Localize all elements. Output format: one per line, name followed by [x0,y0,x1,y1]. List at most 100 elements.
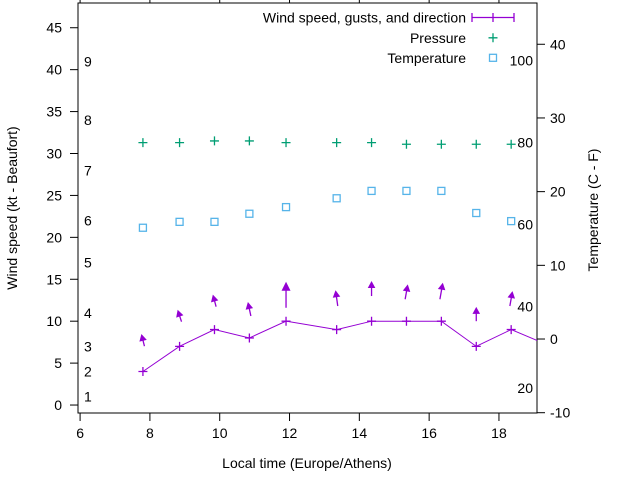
arrow-head [139,333,147,342]
left-axis-title: Wind speed (kt - Beaufort) [4,126,20,289]
wind-point [244,333,254,343]
wind-point [209,325,219,335]
wind-direction-arrow [210,294,219,307]
left-tick-label: 35 [46,104,62,120]
beaufort-label: 2 [84,363,92,379]
wind-point [506,325,516,335]
temperature-point [367,186,376,196]
temperature-point [402,186,411,196]
arrow-head [507,291,516,299]
left-tick-label: 10 [46,313,62,329]
pressure-point [138,138,148,148]
x-tick-label: 14 [352,425,368,441]
wind-direction-arrow [437,282,446,300]
pressure-point [209,136,219,146]
temperature-point [507,216,516,226]
left-tick-label: 5 [54,355,62,371]
wind-speed-line [142,320,538,372]
temperature-point [332,194,341,203]
wind-point [367,316,377,326]
wind-direction-arrow [507,291,516,307]
fahrenheit-label: 60 [517,216,533,232]
right-tick-label: -10 [550,405,570,421]
wind-point [436,316,446,326]
temperature-point [175,217,184,227]
pressure-point [244,136,254,146]
pressure-point [175,138,185,148]
arrow-head [402,284,411,292]
pressure-point [281,138,291,148]
arrow-head [332,290,341,298]
legend-label-pressure: Pressure [410,30,466,46]
legend-label-temperature: Temperature [387,50,466,66]
wind-direction-arrow [245,302,254,317]
wind-point [175,341,185,351]
wind-direction-arrow [139,333,147,347]
left-tick-label: 15 [46,271,62,287]
temperature-point [472,208,481,218]
temperature-point [138,223,148,232]
pressure-point [436,139,446,149]
plot-border [77,2,538,414]
right-axis-title: Temperature (C - F) [585,149,601,272]
wind-direction-arrow [332,290,341,307]
arrow-head [367,280,376,288]
fahrenheit-label: 20 [517,380,533,396]
wind-point [281,316,291,326]
x-tick-label: 18 [491,425,507,441]
beaufort-label: 1 [84,389,92,405]
fahrenheit-label: 40 [517,298,533,314]
arrow-head [437,282,446,291]
right-tick-label: 40 [550,36,566,52]
legend-sample-temperature [488,53,498,62]
beaufort-label: 9 [84,53,92,69]
left-tick-label: 30 [46,146,62,162]
wind-direction-arrow [281,281,291,308]
temperature-point [210,217,219,227]
arrow-head [472,306,481,314]
temperature-point [245,209,254,218]
wind-direction-arrow [472,306,481,322]
pressure-point [367,138,377,148]
right-tick-label: 0 [550,331,558,347]
left-tick-label: 0 [54,397,62,413]
x-axis-title: Local time (Europe/Athens) [222,455,392,471]
fahrenheit-label: 100 [510,53,534,69]
right-tick-label: 30 [550,110,566,126]
left-tick-label: 40 [46,62,62,78]
wind-direction-arrow [176,309,184,322]
x-tick-label: 6 [76,425,84,441]
arrow-head [245,302,254,310]
beaufort-label: 7 [84,162,92,178]
wind-point [332,325,342,335]
left-tick-label: 25 [46,187,62,203]
pressure-point [506,139,516,149]
beaufort-label: 3 [84,338,92,354]
wind-point [401,316,411,326]
right-tick-label: 20 [550,184,566,200]
wind-direction-arrow [402,284,411,300]
legend-label-wind: Wind speed, gusts, and direction [263,10,466,26]
wind-point [471,341,481,351]
pressure-point [332,138,342,148]
legend-sample-wind [471,13,515,22]
x-tick-label: 16 [421,425,437,441]
beaufort-label: 6 [84,213,92,229]
x-tick-label: 12 [282,425,298,441]
arrow-head [281,281,291,291]
fahrenheit-label: 80 [517,135,533,151]
temperature-point [437,186,446,196]
pressure-point [471,139,481,149]
wind-point [138,366,148,376]
beaufort-label: 4 [84,305,92,321]
arrow-head [210,294,219,303]
x-tick-label: 8 [146,425,154,441]
beaufort-label: 5 [84,254,92,270]
beaufort-label: 8 [84,112,92,128]
legend-sample-pressure [488,33,498,43]
pressure-point [401,139,411,149]
x-tick-label: 10 [212,425,228,441]
arrow-head [176,309,184,318]
